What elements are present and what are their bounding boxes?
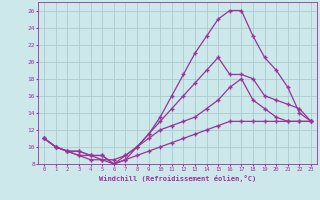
X-axis label: Windchill (Refroidissement éolien,°C): Windchill (Refroidissement éolien,°C): [99, 175, 256, 182]
